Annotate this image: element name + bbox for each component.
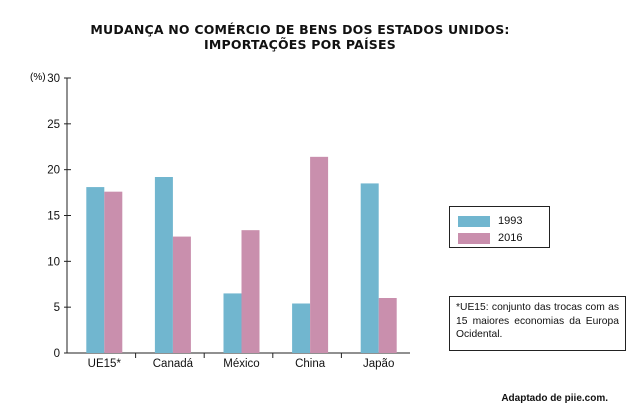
chart-title: MUDANÇA NO COMÉRCIO DE BENS DOS ESTADOS … [90,22,510,37]
x-tick-label: UE15* [88,358,122,370]
legend-label-1993: 1993 [498,215,523,227]
y-axis-unit-label: (%) [30,72,46,83]
legend-label-2016: 2016 [498,232,523,244]
x-tick-label: Canadá [153,358,194,370]
chart-legend: 1993 2016 [449,206,550,248]
legend-swatch-1993 [458,215,490,227]
bar [86,187,105,353]
legend-item-2016: 2016 [458,232,522,244]
x-tick-label: México [223,358,259,370]
y-tick-label: 15 [47,211,60,223]
bar [378,298,397,353]
y-tick-label: 10 [47,256,60,268]
bar [310,156,329,353]
bar [223,293,242,353]
chart-bars [86,156,397,353]
bar [292,303,311,353]
footnote-box: *UE15: conjunto das trocas com as 15 mai… [449,296,626,351]
y-tick-label: 25 [47,119,60,131]
legend-swatch-2016 [458,232,490,244]
chart-subtitle: IMPORTAÇÕES POR PAÍSES [204,37,396,52]
bar [360,183,379,353]
y-tick-label: 0 [54,348,60,360]
x-tick-labels: UE15* Canadá México China Japão [88,358,395,370]
bar [104,191,123,353]
y-tick-label: 5 [54,302,60,314]
x-tick-label: China [295,358,326,370]
y-tick-label: 20 [47,165,60,177]
x-tick-label: Japão [363,358,394,370]
source-credit: Adaptado de piie.com. [501,393,608,404]
bar [241,230,260,353]
bar [172,236,191,353]
y-tick-label: 30 [47,73,60,85]
bar [154,177,173,353]
legend-item-1993: 1993 [458,215,522,227]
